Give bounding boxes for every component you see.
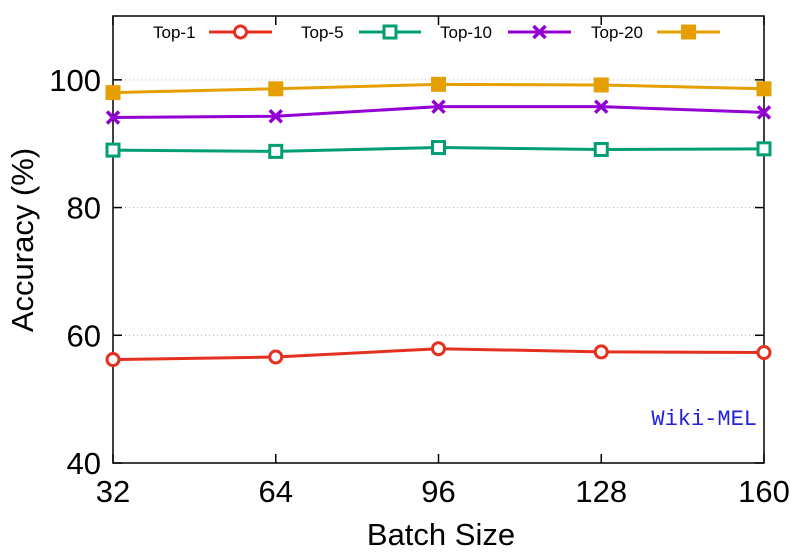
x-tick-label: 64 — [259, 474, 293, 509]
x-tick-label: 32 — [96, 474, 130, 509]
y-axis-title: Accuracy (%) — [5, 148, 40, 332]
data-point-top-20 — [431, 76, 446, 92]
legend-label-top-10: Top-10 — [440, 23, 492, 42]
data-point-top-10 — [594, 99, 609, 114]
data-point-top-1 — [268, 349, 284, 365]
data-point-top-20 — [756, 81, 772, 97]
y-tick-label: 40 — [67, 446, 101, 481]
data-point-top-5 — [431, 140, 446, 156]
x-tick-label: 128 — [575, 474, 627, 509]
x-tick-label: 160 — [738, 474, 790, 509]
data-point-top-5 — [105, 142, 121, 158]
legend-label-top-5: Top-5 — [301, 23, 344, 42]
series — [105, 76, 772, 368]
data-point-top-5 — [593, 141, 609, 157]
data-point-top-1 — [593, 344, 609, 360]
axis-ticks: 40 60 80 100 32 64 96 128 160 — [49, 16, 790, 509]
marker-stroke — [105, 110, 121, 125]
marker-stroke — [594, 99, 609, 114]
y-tick-label: 100 — [49, 63, 101, 98]
legend-marker-top-20 — [681, 24, 696, 40]
marker-stroke — [756, 105, 772, 120]
grid — [113, 79, 764, 336]
legend-marker-top-5 — [382, 24, 398, 40]
data-point-top-10 — [105, 110, 121, 125]
legend-marker-top-1 — [233, 24, 248, 40]
data-point-top-10 — [431, 99, 446, 114]
marker-stroke — [268, 109, 283, 124]
data-point-top-20 — [268, 81, 284, 97]
data-point-top-20 — [593, 77, 609, 93]
legend-label-top-1: Top-1 — [153, 23, 196, 42]
x-axis-title: Batch Size — [367, 517, 515, 552]
data-point-top-5 — [268, 143, 284, 159]
legend: Top-1 Top-5 Top-10 Top-20 — [153, 23, 720, 42]
legend-marker-top-10 — [532, 24, 547, 40]
data-point-top-5 — [756, 141, 772, 157]
data-point-top-1 — [431, 341, 446, 357]
marker-stroke — [532, 24, 547, 40]
dataset-annotation: Wiki-MEL — [651, 407, 757, 432]
y-tick-label: 60 — [67, 318, 101, 353]
marker-stroke — [431, 99, 446, 114]
x-tick-label: 96 — [421, 474, 455, 509]
data-point-top-20 — [105, 85, 121, 101]
data-point-top-1 — [105, 352, 121, 368]
data-point-top-1 — [756, 345, 772, 361]
data-point-top-10 — [756, 105, 772, 120]
y-tick-label: 80 — [67, 191, 101, 226]
legend-label-top-20: Top-20 — [591, 23, 643, 42]
data-point-top-10 — [268, 109, 283, 124]
